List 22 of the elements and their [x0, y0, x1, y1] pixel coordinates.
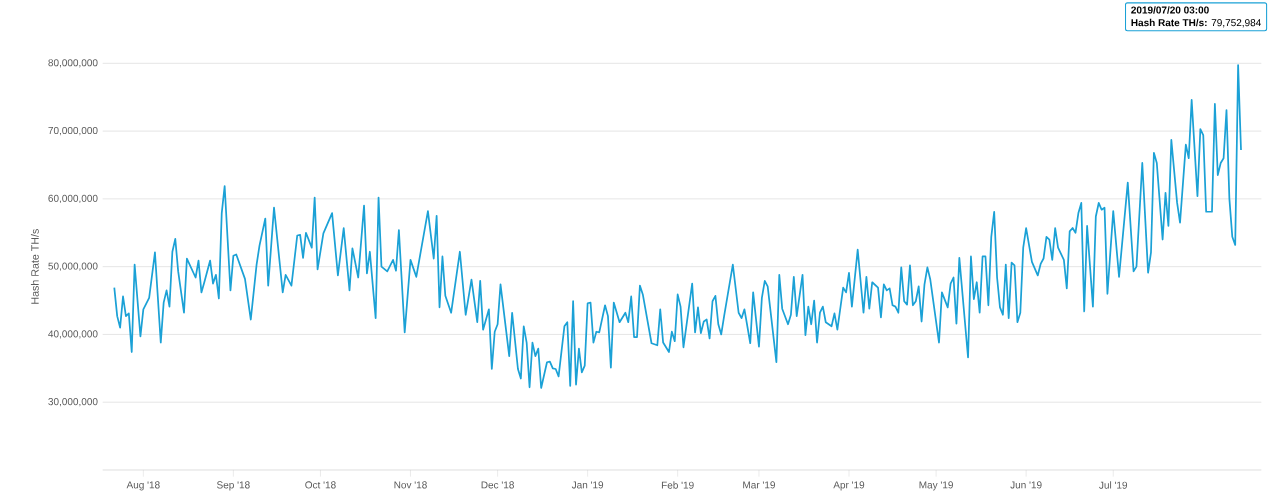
x-tick-label: Nov '18	[394, 481, 427, 489]
x-tick-label: Apr '19	[833, 481, 865, 491]
x-tick-label: Dec '18	[481, 481, 514, 489]
text: 2019/07/20 03:00	[1131, 6, 1209, 14]
y-tick-label: 50,000,000	[48, 262, 98, 271]
x-tick-label: Oct '18	[305, 481, 336, 489]
text: Hash Rate TH/s: 79,752,984	[1131, 18, 1261, 28]
x-tick-label: Jan '19	[571, 481, 604, 489]
x-tick-label: May '19	[919, 481, 953, 491]
y-axis-title: Hash Rate TH/s	[30, 229, 39, 304]
x-tick-label: Feb '19	[661, 481, 694, 489]
x-tick-label: Jul '19	[1099, 481, 1128, 489]
y-tick-label: 60,000,000	[48, 194, 98, 203]
y-tick-label: 70,000,000	[48, 126, 98, 136]
x-tick-label: Jun '19	[1010, 481, 1042, 489]
y-tick-label: 40,000,000	[48, 330, 98, 339]
line-series	[113, 64, 1242, 389]
x-tick-label: Sep '18	[217, 481, 250, 491]
x-tick-label: Aug '18	[126, 481, 160, 491]
y-tick-label: 30,000,000	[48, 398, 98, 407]
x-tick-label: Mar '19	[743, 481, 775, 489]
y-tick-label: 80,000,000	[48, 59, 98, 68]
